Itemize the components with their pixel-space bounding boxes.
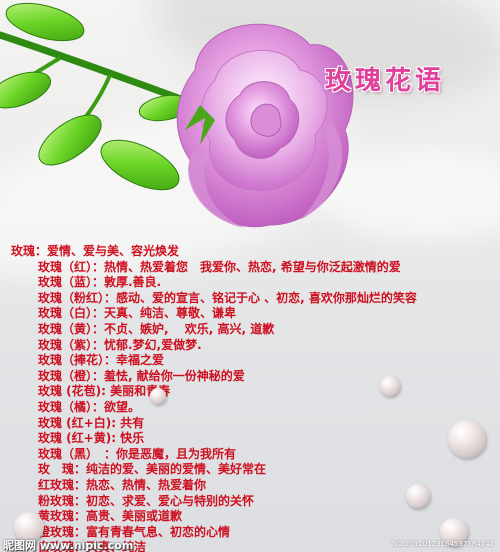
leaf: [5, 2, 85, 42]
list-item: 玫瑰 (红+黄): 快乐: [38, 431, 145, 446]
list-item: 黄玫瑰：高贵、美丽或道歉: [38, 509, 183, 524]
list-item: 玫瑰 (红+白): 共有: [38, 415, 145, 430]
rose-sepal: [185, 105, 215, 145]
watermark-id: NO:20110123164537584142: [391, 540, 494, 548]
list-item: 红玫瑰：热恋、热情、热爱着你: [38, 477, 207, 492]
silk-fold-highlight-right: [320, 150, 500, 240]
list-item: 橙玫瑰：富有青春气息、初恋的心情: [38, 524, 231, 539]
poster-title: 玫瑰花语: [325, 66, 446, 96]
list-item: 玫瑰（红）：热情、热爱着您 我爱你、热恋, 希望与你泛起激情的爱: [38, 259, 401, 274]
list-item: 玫瑰（白）：天真、纯洁、尊敬、谦卑: [38, 306, 237, 321]
pearl: [150, 388, 166, 404]
pearl: [380, 376, 400, 396]
list-item: 玫瑰：爱情、爱与美、容光焕发: [11, 244, 180, 258]
list-item: 白玫瑰：天真、纯洁: [38, 540, 147, 552]
list-item: 玫瑰（捧花）：幸福之爱: [38, 353, 165, 368]
list-item: 玫瑰（黄）：不贞、嫉妒, 欢乐, 高兴, 道歉: [38, 321, 275, 336]
pearl: [406, 484, 430, 508]
flower-language-list: 玫瑰：爱情、爱与美、容光焕发 玫瑰（红）：热情、热爱着您 我爱你、热恋, 希望与…: [0, 244, 500, 552]
list-item: 玫瑰（紫）：忧郁.梦幻,爱做梦.: [38, 337, 202, 352]
list-item: 玫瑰（蓝）：敦厚.善良.: [38, 275, 162, 290]
list-item: 玫瑰（黑） ：你是恶魔，且为我所有: [38, 446, 237, 461]
pearl: [448, 420, 486, 458]
rose-head: [176, 23, 354, 228]
pearl: [440, 518, 468, 546]
list-item: 玫瑰 (花苞): 美丽和青春: [38, 384, 171, 399]
watermark-logo: 昵图网 www.nipic.com: [3, 539, 134, 552]
list-item: 玫瑰（橙）：羞怯, 献给你一份神秘的爱: [38, 368, 245, 383]
leaf: [0, 71, 52, 109]
list-item: 玫 瑰：纯洁的爱、美丽的爱情、美好常在: [38, 462, 267, 477]
leaf: [100, 139, 180, 191]
list-item: 玫瑰（粉红）：感动、爱的宣言、铭记于心 、初恋, 喜欢你那灿烂的笑容: [38, 290, 417, 305]
list-item: 玫瑰（橘）：欲望。: [38, 399, 141, 414]
list-item: 粉玫瑰：初恋、求爱、爱心与特别的关怀: [38, 493, 255, 508]
leaf: [38, 114, 102, 166]
pearl: [14, 512, 44, 542]
